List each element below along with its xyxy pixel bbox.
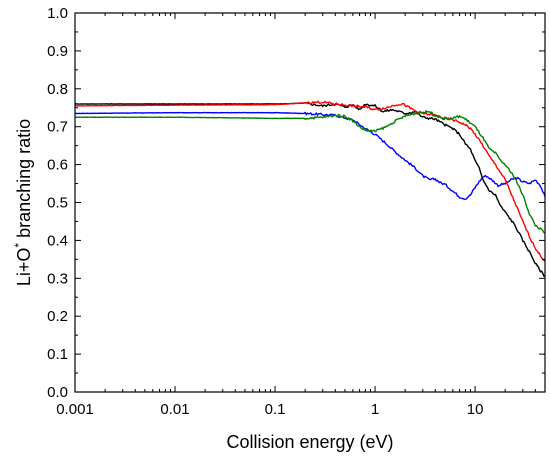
series-layer xyxy=(74,100,546,278)
x-tick-label: 0.001 xyxy=(56,401,94,418)
y-axis-title-tail: branching ratio xyxy=(14,119,34,243)
y-tick-label: 0.4 xyxy=(47,232,68,249)
y-tick-label: 1.0 xyxy=(47,5,68,22)
y-axis-title: Li+O* branching ratio xyxy=(12,119,34,286)
x-tick-label: 0.01 xyxy=(160,401,189,418)
series-line xyxy=(74,110,546,234)
y-axis-title-superscript: * xyxy=(12,243,26,248)
y-tick-label: 0.1 xyxy=(47,346,68,363)
y-tick-label: 0.0 xyxy=(47,384,68,401)
x-axis-title: Collision energy (eV) xyxy=(226,432,393,452)
y-tick-label: 0.3 xyxy=(47,270,68,287)
x-tick-label: 1 xyxy=(371,401,379,418)
series-line xyxy=(74,101,546,278)
y-tick-label: 0.8 xyxy=(47,81,68,98)
x-tick-label: 10 xyxy=(467,401,484,418)
y-tick-label: 0.5 xyxy=(47,195,68,212)
y-tick-label: 0.2 xyxy=(47,308,68,325)
y-tick-label: 0.9 xyxy=(47,43,68,60)
y-axis-title-main: Li+O xyxy=(14,248,34,287)
ticks-layer xyxy=(74,12,545,393)
series-line xyxy=(74,100,546,262)
series-line xyxy=(74,111,546,201)
plot-frame xyxy=(74,12,546,393)
y-tick-label: 0.6 xyxy=(47,157,68,174)
x-tick-label: 0.1 xyxy=(265,401,286,418)
labels-layer: 0.0 0.1 0.2 0.3 0.4 0.5 0.6 0.7 0.8 0.9 1.0 0.001 0.… xyxy=(47,5,483,418)
y-tick-label: 0.7 xyxy=(47,119,68,136)
